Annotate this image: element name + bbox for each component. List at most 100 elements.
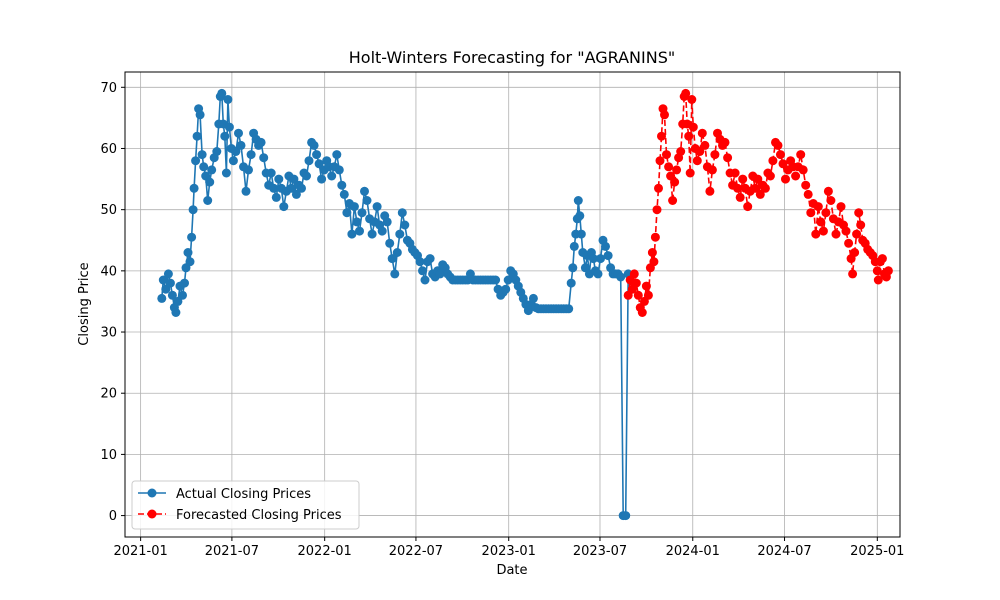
data-point-1 (826, 196, 836, 205)
data-point-0 (588, 254, 598, 264)
data-point-0 (317, 174, 327, 184)
data-point-0 (435, 269, 445, 279)
data-point-0 (304, 156, 314, 166)
data-point-0 (187, 232, 197, 242)
data-point-0 (576, 229, 586, 239)
data-point-1 (823, 186, 833, 196)
data-point-0 (568, 263, 578, 273)
y-tick-label: 60 (100, 142, 117, 157)
x-tick-label: 2023-01 (482, 544, 536, 559)
data-point-1 (778, 159, 788, 169)
data-point-1 (803, 189, 813, 199)
data-point-1 (629, 269, 639, 279)
legend-label-actual: Actual Closing Prices (176, 487, 311, 502)
data-point-1 (813, 202, 823, 212)
plot-frame (124, 71, 901, 538)
data-point-1 (836, 202, 846, 212)
data-point-0 (158, 275, 168, 285)
data-point-1 (697, 128, 707, 138)
data-point-1 (776, 150, 785, 160)
data-point-1 (672, 165, 682, 175)
data-point-0 (332, 150, 342, 160)
data-point-1 (664, 162, 674, 172)
data-point-0 (217, 88, 227, 98)
data-point-0 (593, 269, 603, 279)
data-point-1 (798, 165, 808, 175)
data-point-1 (816, 217, 826, 227)
y-axis: 0 10 20 30 40 50 60 70 (100, 81, 125, 524)
legend-box (131, 480, 360, 530)
x-tick-label: 2022-07 (389, 544, 443, 559)
data-point-0 (269, 183, 279, 193)
data-point-0 (372, 202, 382, 212)
data-point-1 (695, 147, 705, 156)
data-point-1 (856, 220, 866, 230)
data-point-0 (360, 186, 369, 196)
data-point-0 (173, 296, 183, 306)
data-point-1 (670, 177, 680, 187)
legend-marker-actual (147, 488, 157, 498)
data-point-0 (418, 266, 427, 276)
y-tick-label: 40 (100, 264, 117, 279)
data-point-0 (289, 174, 299, 184)
data-point-0 (342, 208, 352, 218)
data-point-0 (302, 171, 311, 181)
data-point-1 (760, 183, 770, 193)
data-point-0 (425, 254, 435, 264)
data-point-1 (844, 238, 854, 248)
data-point-1 (676, 147, 686, 156)
data-point-1 (633, 290, 643, 300)
data-point-0 (224, 122, 234, 132)
data-point-1 (655, 156, 665, 166)
y-axis-label: Closing Price (77, 262, 92, 345)
data-point-0 (271, 192, 281, 202)
data-point-1 (688, 122, 698, 132)
data-point-1 (852, 229, 862, 239)
series-layer (157, 88, 893, 521)
data-point-0 (223, 95, 233, 104)
chart-title: Holt-Winters Forecasting for "AGRANINS" (349, 48, 675, 67)
data-point-1 (791, 171, 801, 181)
data-point-0 (349, 202, 359, 212)
data-point-1 (681, 88, 691, 98)
data-point-1 (743, 202, 753, 212)
y-tick-label: 70 (100, 81, 117, 96)
data-point-0 (189, 183, 199, 193)
data-point-1 (755, 189, 765, 199)
data-point-0 (231, 147, 241, 156)
data-point-0 (195, 110, 205, 120)
data-point-1 (850, 248, 860, 257)
data-point-1 (796, 150, 806, 160)
data-point-0 (503, 275, 513, 285)
data-point-0 (291, 189, 301, 199)
data-point-1 (707, 165, 717, 175)
data-point-1 (801, 180, 811, 190)
data-point-0 (228, 156, 238, 166)
data-point-0 (203, 196, 213, 205)
data-point-0 (327, 171, 337, 181)
legend-label-forecast: Forecasted Closing Prices (176, 508, 342, 523)
data-point-1 (773, 140, 783, 150)
y-tick-label: 30 (100, 326, 117, 341)
data-point-0 (221, 168, 231, 178)
data-point-1 (660, 110, 669, 120)
data-point-0 (415, 257, 425, 267)
data-point-1 (765, 171, 775, 181)
data-point-0 (183, 248, 193, 257)
data-point-0 (297, 183, 306, 193)
data-point-0 (234, 128, 243, 138)
data-point-1 (781, 174, 790, 184)
data-point-0 (334, 165, 344, 175)
data-point-0 (357, 208, 367, 218)
data-point-0 (339, 189, 349, 199)
data-point-0 (362, 196, 372, 205)
x-tick-label: 2023-07 (573, 544, 627, 559)
data-point-0 (163, 269, 173, 279)
data-point-0 (207, 165, 217, 175)
data-point-0 (367, 229, 377, 239)
y-tick-label: 0 (109, 509, 117, 524)
data-point-1 (705, 186, 715, 196)
y-tick-label: 20 (100, 387, 117, 402)
data-point-0 (601, 241, 610, 251)
